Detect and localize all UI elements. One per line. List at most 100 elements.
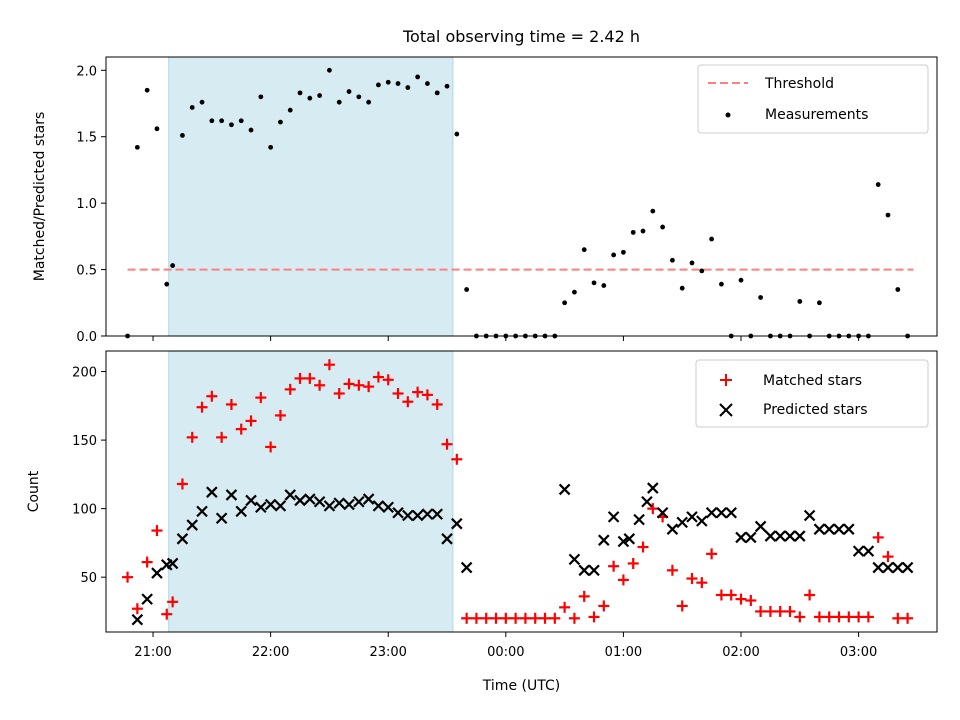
matched-star-point: [666, 564, 678, 576]
matched-star-point: [549, 612, 561, 624]
measurement-point: [699, 268, 705, 274]
measurement-point: [689, 260, 695, 266]
predicted-star-point: [392, 506, 404, 519]
matched-star-point: [294, 372, 306, 384]
matched-star-point: [151, 525, 163, 537]
measurement-point: [621, 249, 626, 255]
measurement-point: [738, 277, 744, 283]
measurement-point: [885, 212, 891, 218]
matched-star-point: [715, 589, 727, 601]
measurement-point: [209, 118, 215, 124]
measurement-point: [356, 94, 362, 100]
top-y-tick-label: 0.5: [76, 264, 97, 279]
measurement-point: [464, 287, 470, 292]
matched-star-point: [441, 438, 453, 450]
measurement-point: [278, 119, 283, 125]
predicted-star-point: [588, 564, 600, 577]
predicted-star-point: [705, 506, 718, 519]
matched-star-point: [813, 611, 825, 623]
measurement-point: [170, 263, 176, 268]
matched-star-point: [392, 387, 404, 399]
predicted-star-point: [892, 561, 904, 574]
matched-star-point: [902, 612, 914, 624]
predicted-star-point: [803, 509, 816, 522]
matched-star-point: [529, 612, 541, 624]
predicted-star-point: [460, 561, 473, 574]
predicted-star-point: [313, 496, 326, 508]
matched-star-point: [235, 423, 247, 435]
bottom-shaded-span: [168, 350, 454, 633]
top-legend: Threshold Measurements: [697, 64, 929, 134]
matched-star-point: [255, 392, 267, 404]
predicted-star-point: [333, 497, 346, 509]
predicted-star-point: [833, 523, 845, 535]
matched-stars-series: [122, 359, 914, 624]
measurement-point: [650, 208, 656, 214]
bottom-panel: 50 100 150 200 21:00 22:00 23:00 00:00 01:00 02:…: [26, 350, 938, 694]
matched-star-point: [735, 593, 747, 605]
predicted-star-point: [843, 523, 855, 535]
predicted-star-point: [882, 561, 894, 574]
bottom-x-tick-label: 00:00: [487, 645, 524, 660]
matched-star-point: [372, 371, 384, 383]
matched-star-point: [568, 612, 580, 624]
predicted-star-point: [774, 530, 786, 542]
predicted-star-point: [794, 530, 806, 542]
matched-star-point: [784, 605, 796, 617]
matched-star-point: [412, 386, 424, 398]
measurement-point: [287, 107, 293, 113]
measurement-point: [670, 257, 675, 263]
predicted-star-point: [735, 531, 747, 544]
bottom-y-axis-label: Count: [26, 470, 42, 512]
top-panel: 0.00.51.01.52.0 Matched/Predicted stars …: [32, 56, 938, 345]
matched-star-point: [304, 372, 316, 384]
predicted-star-point: [225, 489, 238, 501]
predicted-star-point: [901, 561, 914, 574]
bottom-x-tick-label: 03:00: [840, 645, 877, 660]
matched-star-point: [559, 601, 571, 613]
legend-measurements-swatch: [725, 112, 731, 118]
predicted-star-point: [372, 500, 385, 512]
matched-star-point: [510, 612, 522, 624]
measurement-point: [199, 99, 205, 105]
measurement-point: [164, 281, 170, 287]
predicted-star-point: [558, 483, 571, 496]
matched-star-point: [245, 415, 257, 427]
matched-star-point: [141, 556, 153, 568]
predicted-star-point: [441, 533, 453, 545]
matched-star-point: [774, 605, 786, 617]
bottom-y-axis-ticks: 50 100 150 200: [72, 366, 106, 586]
measurement-point: [268, 144, 274, 150]
predicted-star-point: [166, 557, 179, 570]
predicted-star-point: [754, 520, 767, 533]
matched-star-point: [872, 531, 884, 543]
measurement-point: [238, 118, 244, 124]
legend-matched-swatch: [720, 374, 732, 386]
measurement-point: [180, 132, 185, 138]
predicted-star-point: [343, 498, 355, 511]
measurement-point: [581, 247, 587, 253]
predicted-star-point: [696, 515, 708, 527]
predicted-star-point: [813, 523, 826, 535]
measurement-point: [758, 295, 764, 300]
bottom-x-tick-label: 23:00: [369, 645, 406, 660]
matched-star-point: [598, 600, 610, 612]
measurement-point: [258, 94, 264, 100]
measurement-point: [248, 127, 254, 133]
matched-star-point: [470, 612, 482, 624]
matched-star-point: [804, 589, 816, 601]
predicted-star-point: [686, 511, 698, 523]
predicted-star-point: [186, 519, 199, 531]
measurement-point: [327, 67, 332, 73]
matched-star-point: [284, 383, 296, 395]
matched-star-point: [431, 398, 443, 410]
matched-star-point: [196, 401, 208, 413]
predicted-star-point: [264, 498, 277, 511]
bottom-x-axis-ticks: 21:00 22:00 23:00 00:00 01:00 02:00 03:00: [134, 632, 877, 660]
measurement-point: [336, 99, 342, 105]
matched-star-point: [862, 611, 874, 623]
legend-predicted-label: Predicted stars: [763, 402, 868, 418]
matched-star-point: [480, 612, 492, 624]
bottom-x-tick-label: 02:00: [722, 645, 759, 660]
top-legend-box: [697, 64, 929, 134]
